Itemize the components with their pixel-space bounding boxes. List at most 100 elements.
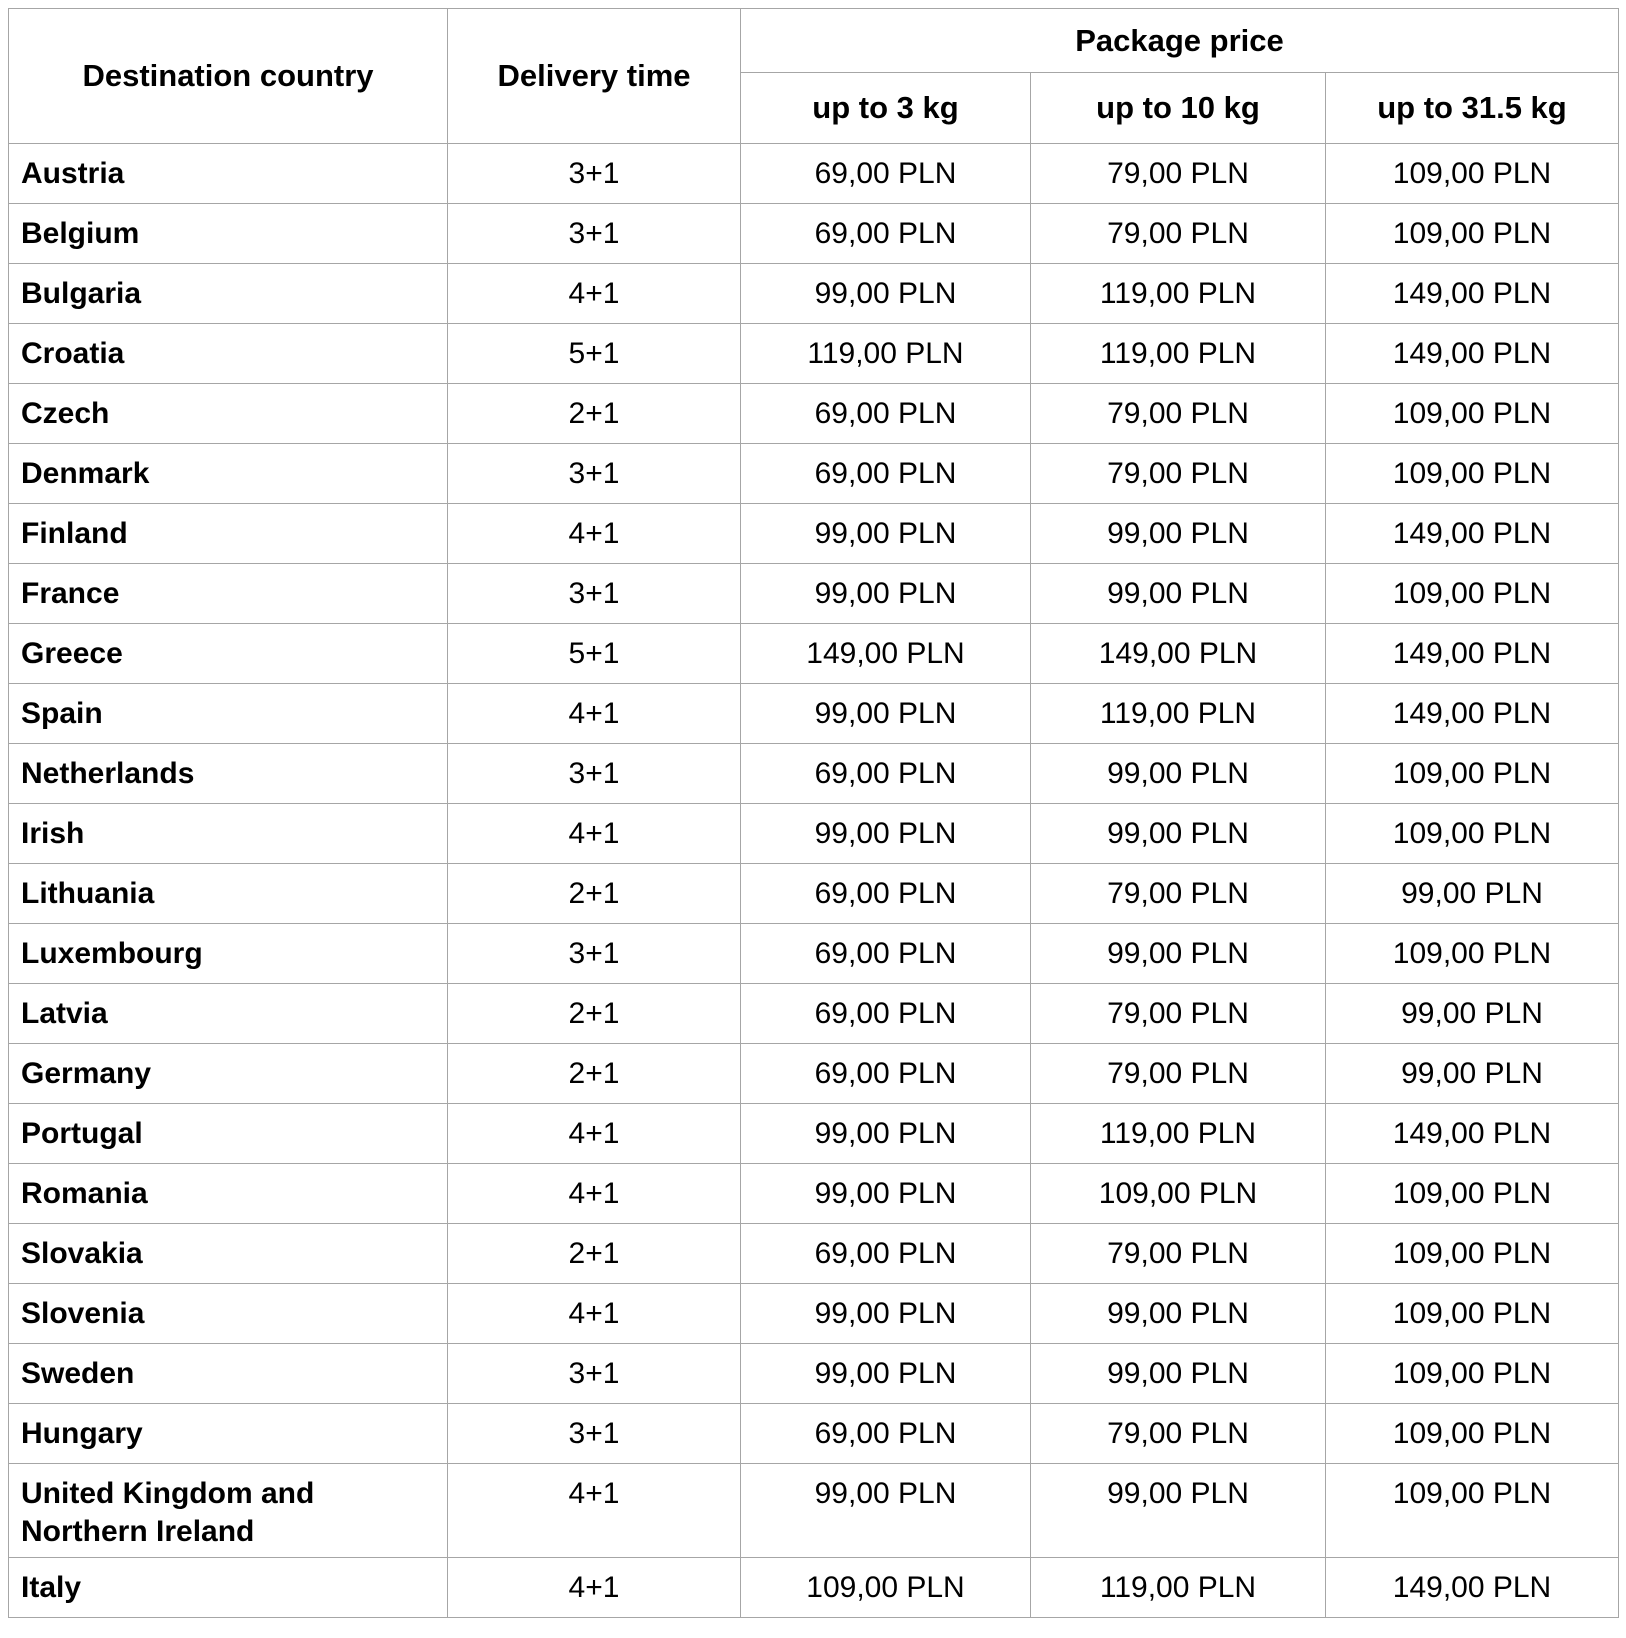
delivery-time-cell: 4+1 <box>447 803 741 864</box>
table-row: Belgium 3+1 69,00 PLN 79,00 PLN 109,00 PLN <box>8 203 1619 264</box>
column-header-delivery-time: Delivery time <box>447 8 741 144</box>
table-row: Italy 4+1 109,00 PLN 119,00 PLN 149,00 PLN <box>8 1557 1619 1618</box>
price-cell-3kg: 109,00 PLN <box>740 1557 1031 1618</box>
price-cell-31-5kg: 99,00 PLN <box>1325 863 1619 924</box>
price-cell-31-5kg: 109,00 PLN <box>1325 743 1619 804</box>
price-cell-3kg: 69,00 PLN <box>740 923 1031 984</box>
price-cell-10kg: 79,00 PLN <box>1030 383 1326 444</box>
table-row: Sweden 3+1 99,00 PLN 99,00 PLN 109,00 PLN <box>8 1343 1619 1404</box>
country-cell: Irish <box>8 803 448 864</box>
price-cell-3kg: 99,00 PLN <box>740 683 1031 744</box>
delivery-time-cell: 3+1 <box>447 563 741 624</box>
price-cell-3kg: 69,00 PLN <box>740 863 1031 924</box>
price-cell-10kg: 99,00 PLN <box>1030 1283 1326 1344</box>
price-cell-3kg: 119,00 PLN <box>740 323 1031 384</box>
price-cell-31-5kg: 109,00 PLN <box>1325 383 1619 444</box>
price-cell-3kg: 149,00 PLN <box>740 623 1031 684</box>
price-cell-3kg: 69,00 PLN <box>740 383 1031 444</box>
country-cell: Spain <box>8 683 448 744</box>
price-cell-31-5kg: 109,00 PLN <box>1325 1343 1619 1404</box>
price-cell-3kg: 99,00 PLN <box>740 563 1031 624</box>
price-cell-10kg: 119,00 PLN <box>1030 1557 1326 1618</box>
delivery-time-cell: 4+1 <box>447 263 741 324</box>
table-row: Latvia 2+1 69,00 PLN 79,00 PLN 99,00 PLN <box>8 983 1619 1044</box>
table-row: Croatia 5+1 119,00 PLN 119,00 PLN 149,00 PLN <box>8 323 1619 384</box>
table-row: France 3+1 99,00 PLN 99,00 PLN 109,00 PLN <box>8 563 1619 624</box>
delivery-time-cell: 2+1 <box>447 863 741 924</box>
price-cell-10kg: 99,00 PLN <box>1030 1463 1326 1558</box>
price-cell-3kg: 69,00 PLN <box>740 1043 1031 1104</box>
price-cell-3kg: 69,00 PLN <box>740 983 1031 1044</box>
delivery-time-cell: 5+1 <box>447 623 741 684</box>
country-cell: Luxembourg <box>8 923 448 984</box>
price-cell-10kg: 99,00 PLN <box>1030 803 1326 864</box>
price-cell-10kg: 99,00 PLN <box>1030 503 1326 564</box>
price-cell-3kg: 99,00 PLN <box>740 263 1031 324</box>
table-row: Greece 5+1 149,00 PLN 149,00 PLN 149,00 PLN <box>8 623 1619 684</box>
delivery-time-cell: 5+1 <box>447 323 741 384</box>
price-cell-31-5kg: 109,00 PLN <box>1325 443 1619 504</box>
country-cell: United Kingdom and Northern Ireland <box>8 1463 448 1558</box>
country-cell: Romania <box>8 1163 448 1224</box>
price-cell-10kg: 99,00 PLN <box>1030 923 1326 984</box>
country-cell: Slovenia <box>8 1283 448 1344</box>
price-cell-10kg: 99,00 PLN <box>1030 563 1326 624</box>
table-row: Austria 3+1 69,00 PLN 79,00 PLN 109,00 PLN <box>8 143 1619 204</box>
country-cell: Czech <box>8 383 448 444</box>
price-cell-10kg: 79,00 PLN <box>1030 1223 1326 1284</box>
table-row: Finland 4+1 99,00 PLN 99,00 PLN 149,00 PLN <box>8 503 1619 564</box>
country-cell: Denmark <box>8 443 448 504</box>
price-cell-3kg: 69,00 PLN <box>740 1223 1031 1284</box>
column-header-up-to-10kg: up to 10 kg <box>1030 72 1326 144</box>
price-cell-31-5kg: 109,00 PLN <box>1325 803 1619 864</box>
price-cell-31-5kg: 149,00 PLN <box>1325 1557 1619 1618</box>
country-cell: Portugal <box>8 1103 448 1164</box>
table-row: Germany 2+1 69,00 PLN 79,00 PLN 99,00 PLN <box>8 1043 1619 1104</box>
table-row: Irish 4+1 99,00 PLN 99,00 PLN 109,00 PLN <box>8 803 1619 864</box>
table-row: Denmark 3+1 69,00 PLN 79,00 PLN 109,00 PLN <box>8 443 1619 504</box>
price-cell-3kg: 99,00 PLN <box>740 1463 1031 1558</box>
price-cell-10kg: 79,00 PLN <box>1030 1043 1326 1104</box>
delivery-time-cell: 3+1 <box>447 1343 741 1404</box>
country-cell: Latvia <box>8 983 448 1044</box>
price-cell-3kg: 69,00 PLN <box>740 443 1031 504</box>
country-cell: Greece <box>8 623 448 684</box>
price-cell-10kg: 99,00 PLN <box>1030 743 1326 804</box>
price-cell-31-5kg: 149,00 PLN <box>1325 263 1619 324</box>
country-cell: Finland <box>8 503 448 564</box>
delivery-time-cell: 4+1 <box>447 503 741 564</box>
price-cell-31-5kg: 109,00 PLN <box>1325 1223 1619 1284</box>
delivery-time-cell: 2+1 <box>447 1223 741 1284</box>
delivery-time-cell: 3+1 <box>447 203 741 264</box>
country-cell: Germany <box>8 1043 448 1104</box>
price-cell-3kg: 69,00 PLN <box>740 743 1031 804</box>
price-cell-10kg: 149,00 PLN <box>1030 623 1326 684</box>
table-row: Slovenia 4+1 99,00 PLN 99,00 PLN 109,00 PLN <box>8 1283 1619 1344</box>
table-row: Czech 2+1 69,00 PLN 79,00 PLN 109,00 PLN <box>8 383 1619 444</box>
table-row: Romania 4+1 99,00 PLN 109,00 PLN 109,00 PLN <box>8 1163 1619 1224</box>
price-cell-10kg: 79,00 PLN <box>1030 863 1326 924</box>
delivery-time-cell: 4+1 <box>447 1463 741 1558</box>
country-cell: France <box>8 563 448 624</box>
price-cell-3kg: 99,00 PLN <box>740 503 1031 564</box>
price-cell-10kg: 119,00 PLN <box>1030 683 1326 744</box>
price-cell-3kg: 99,00 PLN <box>740 1343 1031 1404</box>
price-cell-10kg: 79,00 PLN <box>1030 1403 1326 1464</box>
table-row: Luxembourg 3+1 69,00 PLN 99,00 PLN 109,00 PL… <box>8 923 1619 984</box>
price-cell-3kg: 99,00 PLN <box>740 1163 1031 1224</box>
table-row: Spain 4+1 99,00 PLN 119,00 PLN 149,00 PLN <box>8 683 1619 744</box>
table-row: Bulgaria 4+1 99,00 PLN 119,00 PLN 149,00 PLN <box>8 263 1619 324</box>
price-cell-10kg: 119,00 PLN <box>1030 323 1326 384</box>
header-row-weights: up to 3 kg up to 10 kg up to 31.5 kg <box>9 72 1619 144</box>
country-cell: Lithuania <box>8 863 448 924</box>
price-cell-3kg: 99,00 PLN <box>740 1103 1031 1164</box>
price-cell-31-5kg: 109,00 PLN <box>1325 143 1619 204</box>
table-row: Netherlands 3+1 69,00 PLN 99,00 PLN 109,00 P… <box>8 743 1619 804</box>
table-row: United Kingdom and Northern Ireland 4+1 99… <box>8 1463 1619 1558</box>
delivery-time-cell: 4+1 <box>447 1283 741 1344</box>
price-cell-31-5kg: 109,00 PLN <box>1325 1163 1619 1224</box>
table-row: Lithuania 2+1 69,00 PLN 79,00 PLN 99,00 PLN <box>8 863 1619 924</box>
country-cell: Bulgaria <box>8 263 448 324</box>
delivery-time-cell: 2+1 <box>447 983 741 1044</box>
table-row: Slovakia 2+1 69,00 PLN 79,00 PLN 109,00 PLN <box>8 1223 1619 1284</box>
